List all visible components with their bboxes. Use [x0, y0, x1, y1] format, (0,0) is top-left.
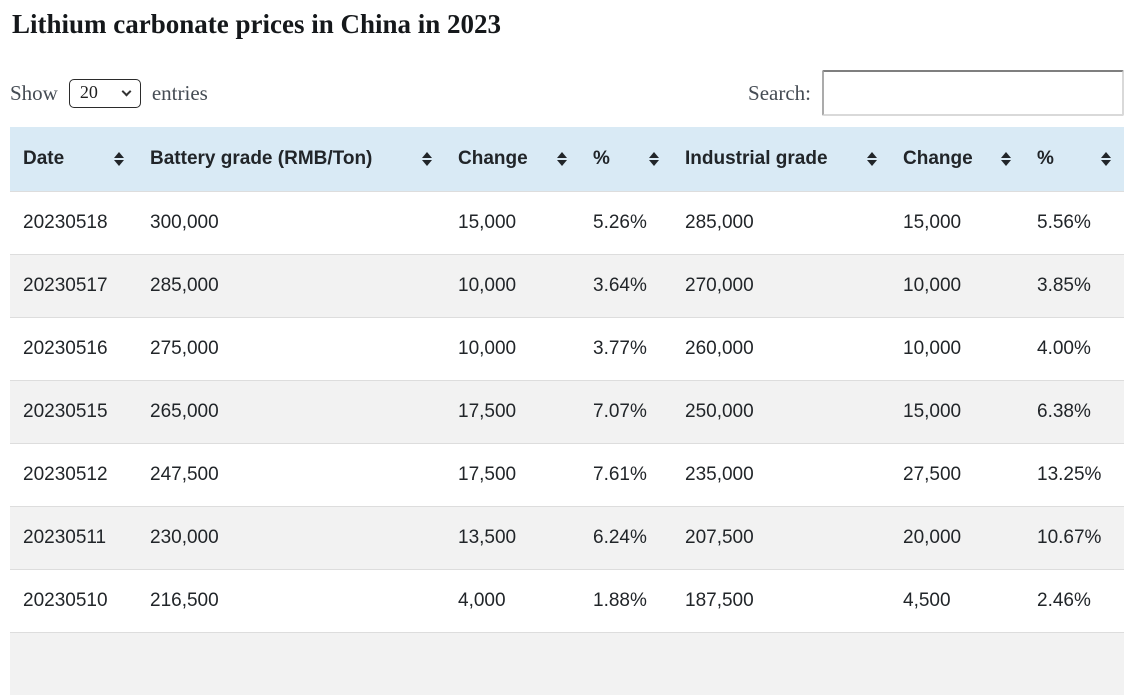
cell-date: 20230515	[10, 379, 137, 443]
cell-industrial-grade: 207,500	[672, 505, 890, 569]
search-group: Search:	[748, 70, 1124, 116]
cell-battery-grade: 300,000	[137, 190, 445, 254]
cell-percent-industrial: 13.25%	[1024, 442, 1124, 506]
cell-change-industrial: 10,000	[890, 316, 1024, 380]
cell-percent-industrial: 2.46%	[1024, 568, 1124, 632]
cell-industrial-grade: 250,000	[672, 379, 890, 443]
cell-change-industrial: 20,000	[890, 505, 1024, 569]
cell-change-industrial: 10,000	[890, 253, 1024, 317]
sort-icon	[557, 151, 567, 166]
cell-industrial-grade: 270,000	[672, 253, 890, 317]
cell-industrial-grade: 235,000	[672, 442, 890, 506]
cell-percent-industrial: 10.67%	[1024, 505, 1124, 569]
cell-battery-grade: 247,500	[137, 442, 445, 506]
search-label: Search:	[748, 80, 811, 105]
cell-battery-grade: 265,000	[137, 379, 445, 443]
column-label: %	[593, 147, 610, 169]
cell-date: 20230512	[10, 442, 137, 506]
page-size-select[interactable]: 20	[68, 78, 141, 108]
cell-change-industrial: 15,000	[890, 190, 1024, 254]
column-header-industrial-grade[interactable]: Industrial grade	[672, 127, 890, 191]
cell-change-battery: 15,000	[445, 190, 580, 254]
column-label: %	[1037, 147, 1054, 169]
show-label: Show	[10, 80, 58, 105]
column-header-change-industrial[interactable]: Change	[890, 127, 1024, 191]
table-header: Date Battery grade (RMB/Ton) Change % In…	[10, 127, 1124, 191]
cell-change-battery: 17,500	[445, 442, 580, 506]
cell-percent-industrial: 3.85%	[1024, 253, 1124, 317]
table-controls: Show 20 entries Search:	[10, 70, 1124, 116]
cell-battery-grade: 230,000	[137, 505, 445, 569]
cell-industrial-grade: 285,000	[672, 190, 890, 254]
cell-change-battery: 10,000	[445, 316, 580, 380]
cell-percent-industrial: 5.56%	[1024, 190, 1124, 254]
table-row: 20230511 230,000 13,500 6.24% 207,500 20,000 1…	[10, 505, 1124, 569]
cell-change-battery: 13,500	[445, 505, 580, 569]
cell-change-battery: 10,000	[445, 253, 580, 317]
cell-date: 20230510	[10, 568, 137, 632]
column-header-percent-industrial[interactable]: %	[1024, 127, 1124, 191]
column-label: Battery grade (RMB/Ton)	[150, 147, 373, 169]
entries-label: entries	[151, 80, 208, 105]
cell-percent-battery: 3.64%	[580, 253, 672, 317]
column-label: Change	[903, 147, 973, 169]
sort-icon	[1001, 151, 1011, 166]
cell-change-industrial: 15,000	[890, 379, 1024, 443]
table-row: 20230515 265,000 17,500 7.07% 250,000 15,000 6…	[10, 379, 1124, 443]
column-header-battery-grade[interactable]: Battery grade (RMB/Ton)	[137, 127, 445, 191]
cell-date: 20230516	[10, 316, 137, 380]
cell-percent-battery: 3.77%	[580, 316, 672, 380]
sort-icon	[1101, 151, 1111, 166]
cell-change-battery: 17,500	[445, 379, 580, 443]
column-label: Industrial grade	[685, 147, 828, 169]
column-header-change-battery[interactable]: Change	[445, 127, 580, 191]
table-row: 20230510 216,500 4,000 1.88% 187,500 4,500 2.4…	[10, 568, 1124, 632]
sort-icon	[649, 151, 659, 166]
cell-battery-grade: 275,000	[137, 316, 445, 380]
column-header-date[interactable]: Date	[10, 127, 137, 191]
table-body: 20230518 300,000 15,000 5.26% 285,000 15,000 5…	[10, 190, 1124, 695]
column-label: Change	[458, 147, 528, 169]
column-header-percent-battery[interactable]: %	[580, 127, 672, 191]
cell-change-battery: 4,000	[445, 568, 580, 632]
cell-date: 20230511	[10, 505, 137, 569]
cell-percent-battery: 5.26%	[580, 190, 672, 254]
page-size-select-wrap: 20	[68, 78, 141, 108]
table-row: 20230512 247,500 17,500 7.61% 235,000 27,500 1…	[10, 442, 1124, 506]
sort-icon	[422, 151, 432, 166]
prices-table: Date Battery grade (RMB/Ton) Change % In…	[10, 127, 1124, 695]
show-entries-group: Show 20 entries	[10, 78, 208, 108]
cell-change-industrial: 27,500	[890, 442, 1024, 506]
cell-industrial-grade: 187,500	[672, 568, 890, 632]
table-row-partial	[10, 631, 1124, 695]
cell-percent-industrial: 6.38%	[1024, 379, 1124, 443]
cell-percent-battery: 6.24%	[580, 505, 672, 569]
page-title: Lithium carbonate prices in China in 202…	[12, 9, 502, 39]
cell-percent-battery: 1.88%	[580, 568, 672, 632]
table-row: 20230518 300,000 15,000 5.26% 285,000 15,000 5…	[10, 190, 1124, 254]
cell-percent-battery: 7.07%	[580, 379, 672, 443]
table-row: 20230516 275,000 10,000 3.77% 260,000 10,000 4…	[10, 316, 1124, 380]
cell-percent-industrial: 4.00%	[1024, 316, 1124, 380]
cell-battery-grade: 285,000	[137, 253, 445, 317]
cell-date: 20230518	[10, 190, 137, 254]
cell-date: 20230517	[10, 253, 137, 317]
column-label: Date	[23, 147, 65, 169]
sort-icon	[867, 151, 877, 166]
search-input[interactable]	[822, 70, 1124, 116]
cell-battery-grade: 216,500	[137, 568, 445, 632]
table-header-row: Date Battery grade (RMB/Ton) Change % In…	[10, 127, 1124, 191]
sort-icon	[114, 151, 124, 166]
cell-industrial-grade: 260,000	[672, 316, 890, 380]
cell-percent-battery: 7.61%	[580, 442, 672, 506]
table-row: 20230517 285,000 10,000 3.64% 270,000 10,000 3…	[10, 253, 1124, 317]
cell-change-industrial: 4,500	[890, 568, 1024, 632]
